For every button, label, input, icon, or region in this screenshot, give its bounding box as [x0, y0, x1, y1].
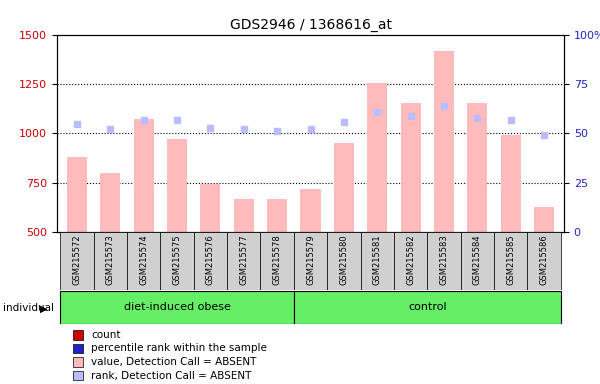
Bar [100, 173, 121, 232]
Text: GSM215586: GSM215586 [539, 234, 548, 285]
Bar [73, 357, 83, 367]
Point [406, 113, 415, 119]
Bar [294, 291, 560, 324]
Bar [61, 232, 94, 290]
Bar [234, 199, 254, 232]
Text: GSM215577: GSM215577 [239, 234, 248, 285]
Point [339, 119, 349, 125]
Text: GSM215578: GSM215578 [272, 234, 281, 285]
Bar [73, 371, 83, 381]
Point [139, 116, 149, 122]
Bar [500, 136, 521, 232]
Bar [61, 291, 294, 324]
Bar [401, 103, 421, 232]
Bar [394, 232, 427, 290]
Bar [294, 232, 327, 290]
Bar [167, 139, 187, 232]
Text: rank, Detection Call = ABSENT: rank, Detection Call = ABSENT [91, 371, 251, 381]
Point [506, 116, 515, 122]
Bar [73, 330, 83, 340]
Text: GSM215584: GSM215584 [473, 234, 482, 285]
Text: GSM215579: GSM215579 [306, 234, 315, 285]
Point [106, 126, 115, 132]
Text: value, Detection Call = ABSENT: value, Detection Call = ABSENT [91, 357, 256, 367]
Point [306, 126, 316, 132]
Bar [134, 119, 154, 232]
Bar [67, 157, 87, 232]
Bar [534, 207, 554, 232]
Bar [160, 232, 194, 290]
Title: GDS2946 / 1368616_at: GDS2946 / 1368616_at [229, 18, 392, 32]
Point [72, 121, 82, 127]
Bar [301, 189, 320, 232]
Bar [200, 184, 220, 232]
Bar [467, 103, 487, 232]
Bar [494, 232, 527, 290]
Bar [73, 344, 83, 353]
Text: GSM215581: GSM215581 [373, 234, 382, 285]
Text: ▶: ▶ [40, 303, 47, 313]
Point [373, 109, 382, 115]
Text: GSM215576: GSM215576 [206, 234, 215, 285]
Bar [361, 232, 394, 290]
Text: percentile rank within the sample: percentile rank within the sample [91, 343, 267, 353]
Bar [267, 199, 287, 232]
Text: GSM215582: GSM215582 [406, 234, 415, 285]
Bar [434, 51, 454, 232]
Bar [260, 232, 294, 290]
Text: GSM215575: GSM215575 [173, 234, 182, 285]
Bar [94, 232, 127, 290]
Bar [527, 232, 560, 290]
Text: GSM215580: GSM215580 [340, 234, 349, 285]
Text: count: count [91, 330, 121, 340]
Text: GSM215583: GSM215583 [439, 234, 448, 285]
Text: GSM215585: GSM215585 [506, 234, 515, 285]
Text: GSM215573: GSM215573 [106, 234, 115, 285]
Point [172, 116, 182, 122]
Bar [127, 232, 160, 290]
Bar [427, 232, 461, 290]
Point [206, 124, 215, 131]
Text: control: control [408, 302, 446, 312]
Point [439, 103, 449, 109]
Point [239, 126, 248, 132]
Bar [461, 232, 494, 290]
Point [539, 132, 549, 139]
Text: GSM215574: GSM215574 [139, 234, 148, 285]
Bar [227, 232, 260, 290]
Text: individual: individual [3, 303, 54, 313]
Point [272, 128, 282, 134]
Text: diet-induced obese: diet-induced obese [124, 302, 230, 312]
Bar [367, 83, 387, 232]
Bar [194, 232, 227, 290]
Text: GSM215572: GSM215572 [73, 234, 82, 285]
Bar [327, 232, 361, 290]
Point [472, 114, 482, 121]
Bar [334, 143, 354, 232]
